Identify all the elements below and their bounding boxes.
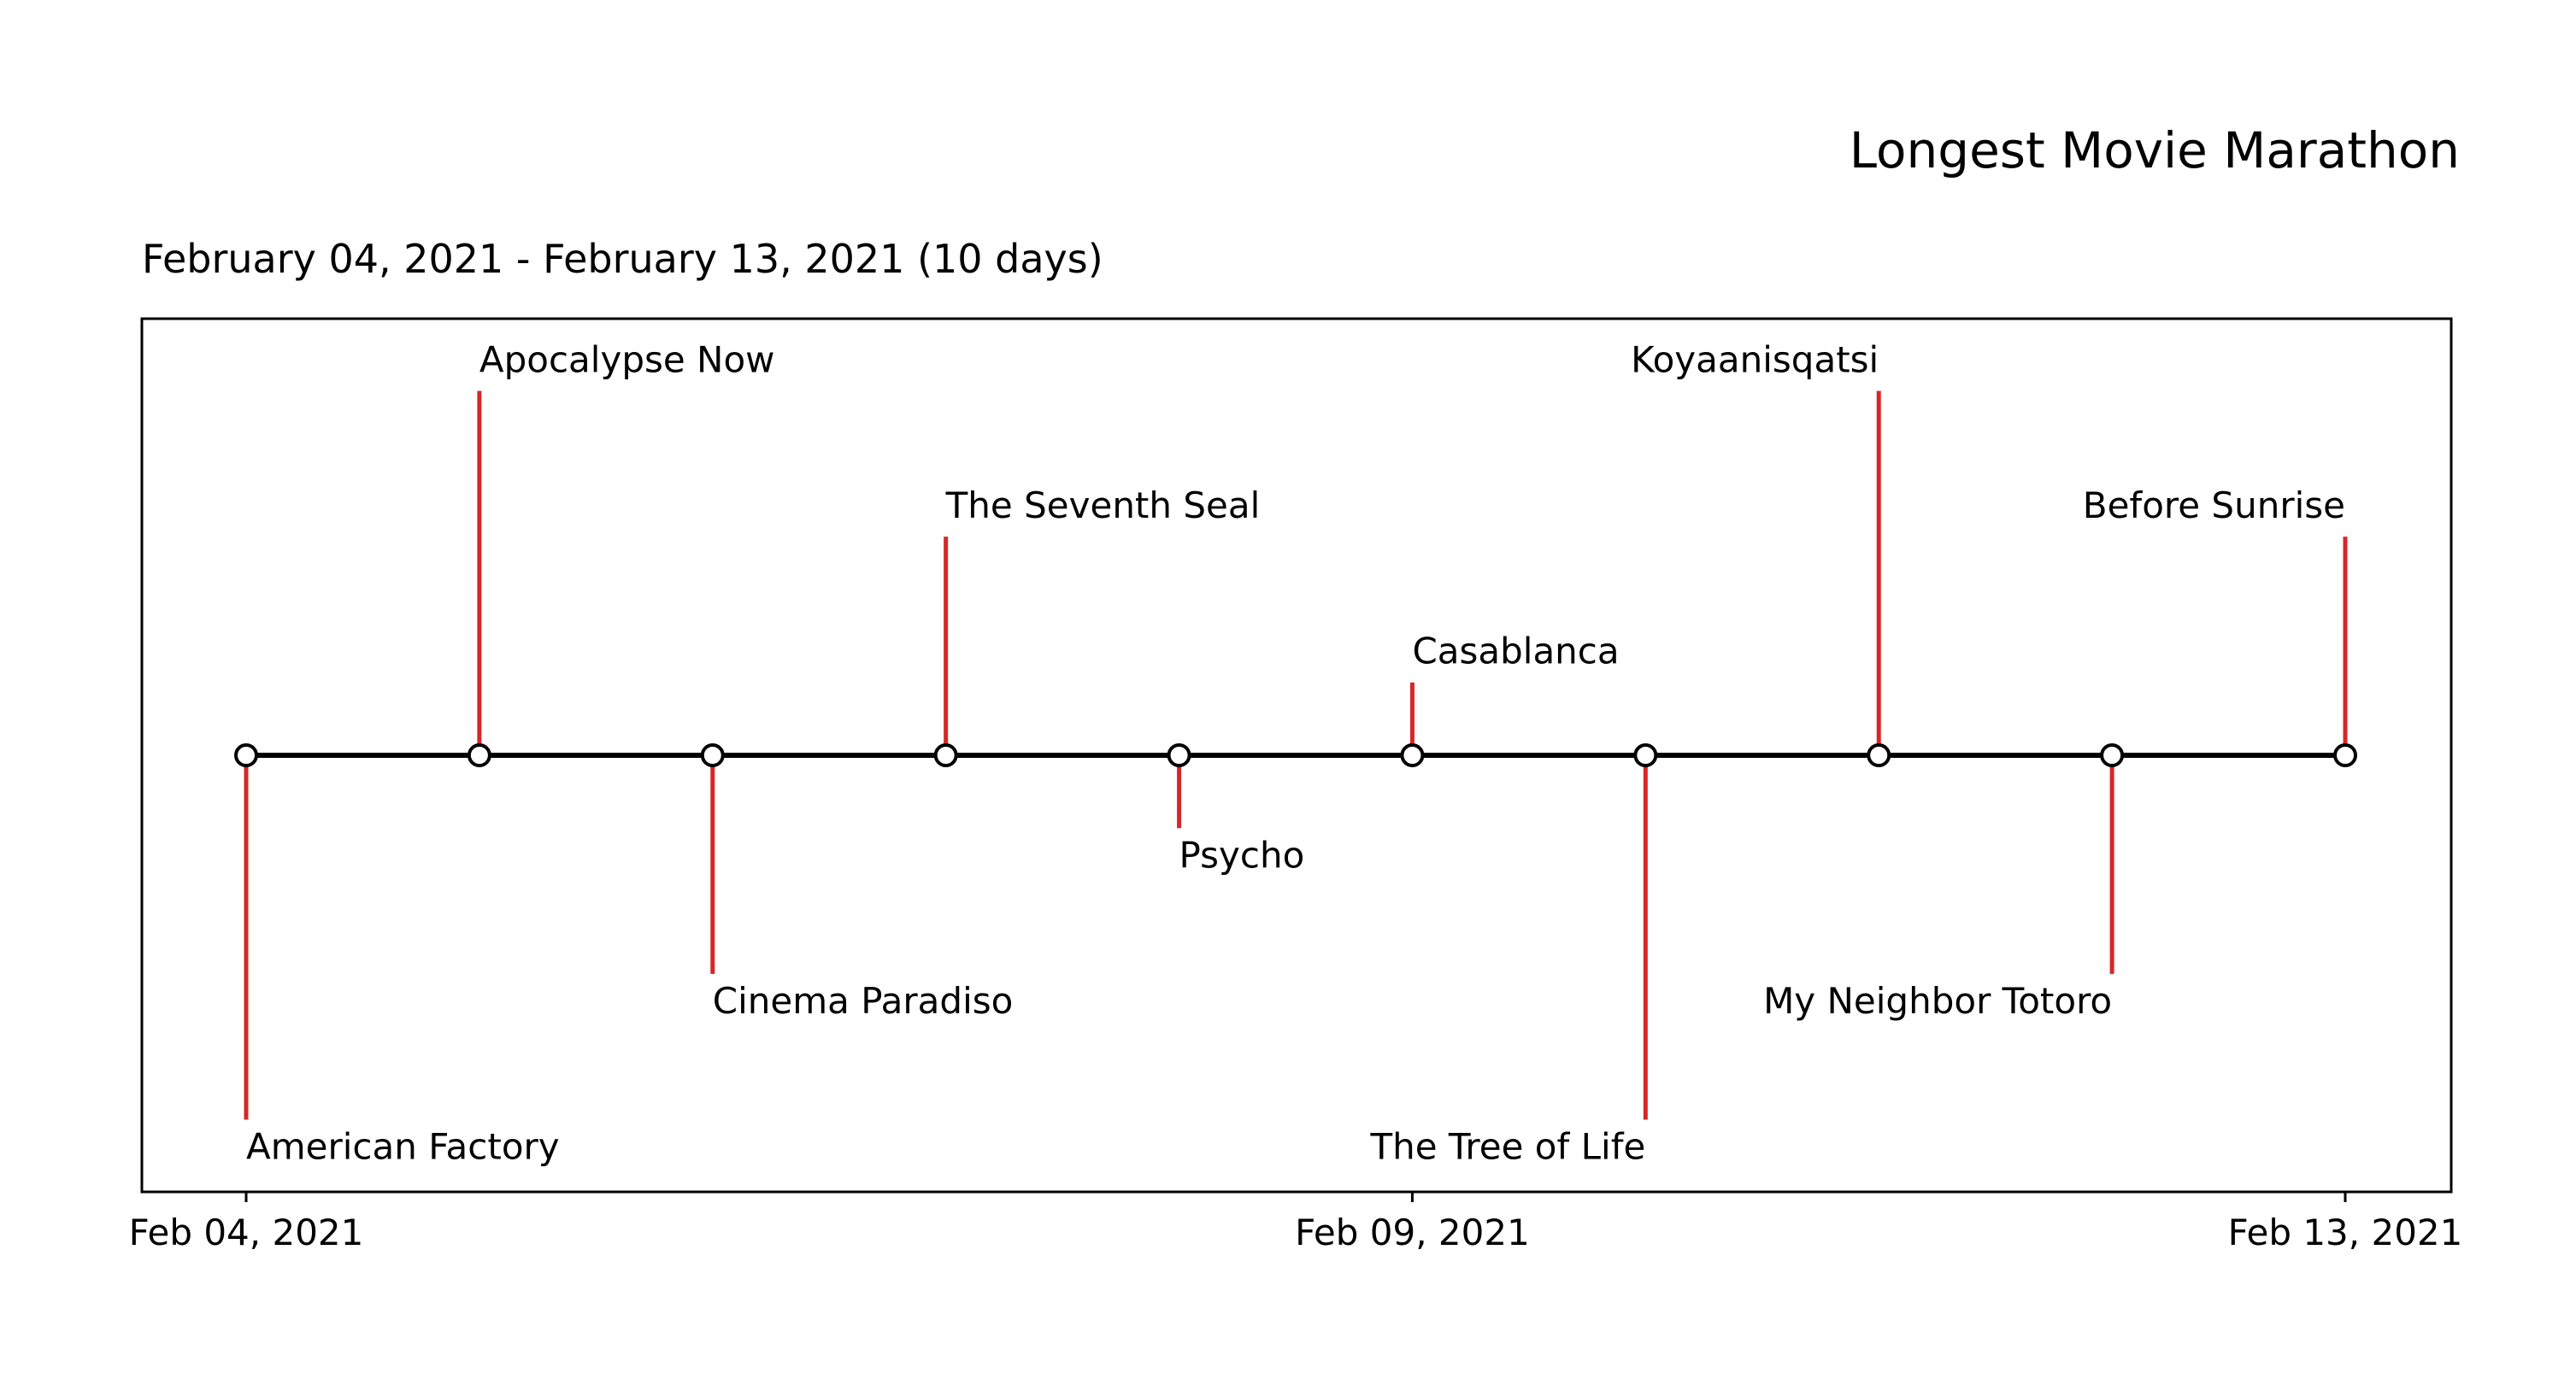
event-label-american-factory: American Factory (246, 1126, 560, 1168)
chart-subtitle: February 04, 2021 - February 13, 2021 (1… (142, 236, 1103, 282)
event-label-psycho: Psycho (1179, 834, 1305, 876)
event-label-my-neighbor-totoro: My Neighbor Totoro (1763, 980, 2112, 1022)
event-marker-casablanca (1400, 743, 1425, 767)
chart-title: Longest Movie Marathon (1850, 121, 2460, 179)
event-label-cinema-paradiso: Cinema Paradiso (713, 980, 1014, 1022)
event-label-before-sunrise: Before Sunrise (2083, 484, 2345, 526)
event-marker-american-factory (234, 743, 258, 767)
x-tick-label: Feb 09, 2021 (1295, 1212, 1530, 1253)
event-label-apocalypse-now: Apocalypse Now (479, 339, 775, 381)
event-stems (244, 390, 2348, 1120)
event-label-casablanca: Casablanca (1412, 631, 1619, 672)
event-marker-psycho (1167, 743, 1191, 767)
event-label-koyaanisqatsi: Koyaanisqatsi (1631, 339, 1879, 381)
x-axis-ticks: Feb 04, 2021 Feb 09, 2021 Feb 13, 2021 (129, 1192, 2463, 1253)
event-marker-cinema-paradiso (700, 743, 725, 767)
event-markers (234, 743, 2357, 767)
event-marker-the-tree-of-life (1633, 743, 1658, 767)
event-marker-koyaanisqatsi (1867, 743, 1891, 767)
event-label-the-tree-of-life: The Tree of Life (1369, 1126, 1645, 1168)
event-marker-my-neighbor-totoro (2100, 743, 2125, 767)
x-tick-label: Feb 04, 2021 (129, 1212, 364, 1253)
x-tick-label: Feb 13, 2021 (2228, 1212, 2463, 1253)
event-marker-apocalypse-now (467, 743, 491, 767)
event-label-the-seventh-seal: The Seventh Seal (945, 484, 1261, 526)
event-marker-the-seventh-seal (933, 743, 958, 767)
event-labels: American Factory Apocalypse Now Cinema Par… (246, 339, 2345, 1168)
plot-frame (140, 317, 2453, 1194)
event-marker-before-sunrise (2333, 743, 2357, 767)
